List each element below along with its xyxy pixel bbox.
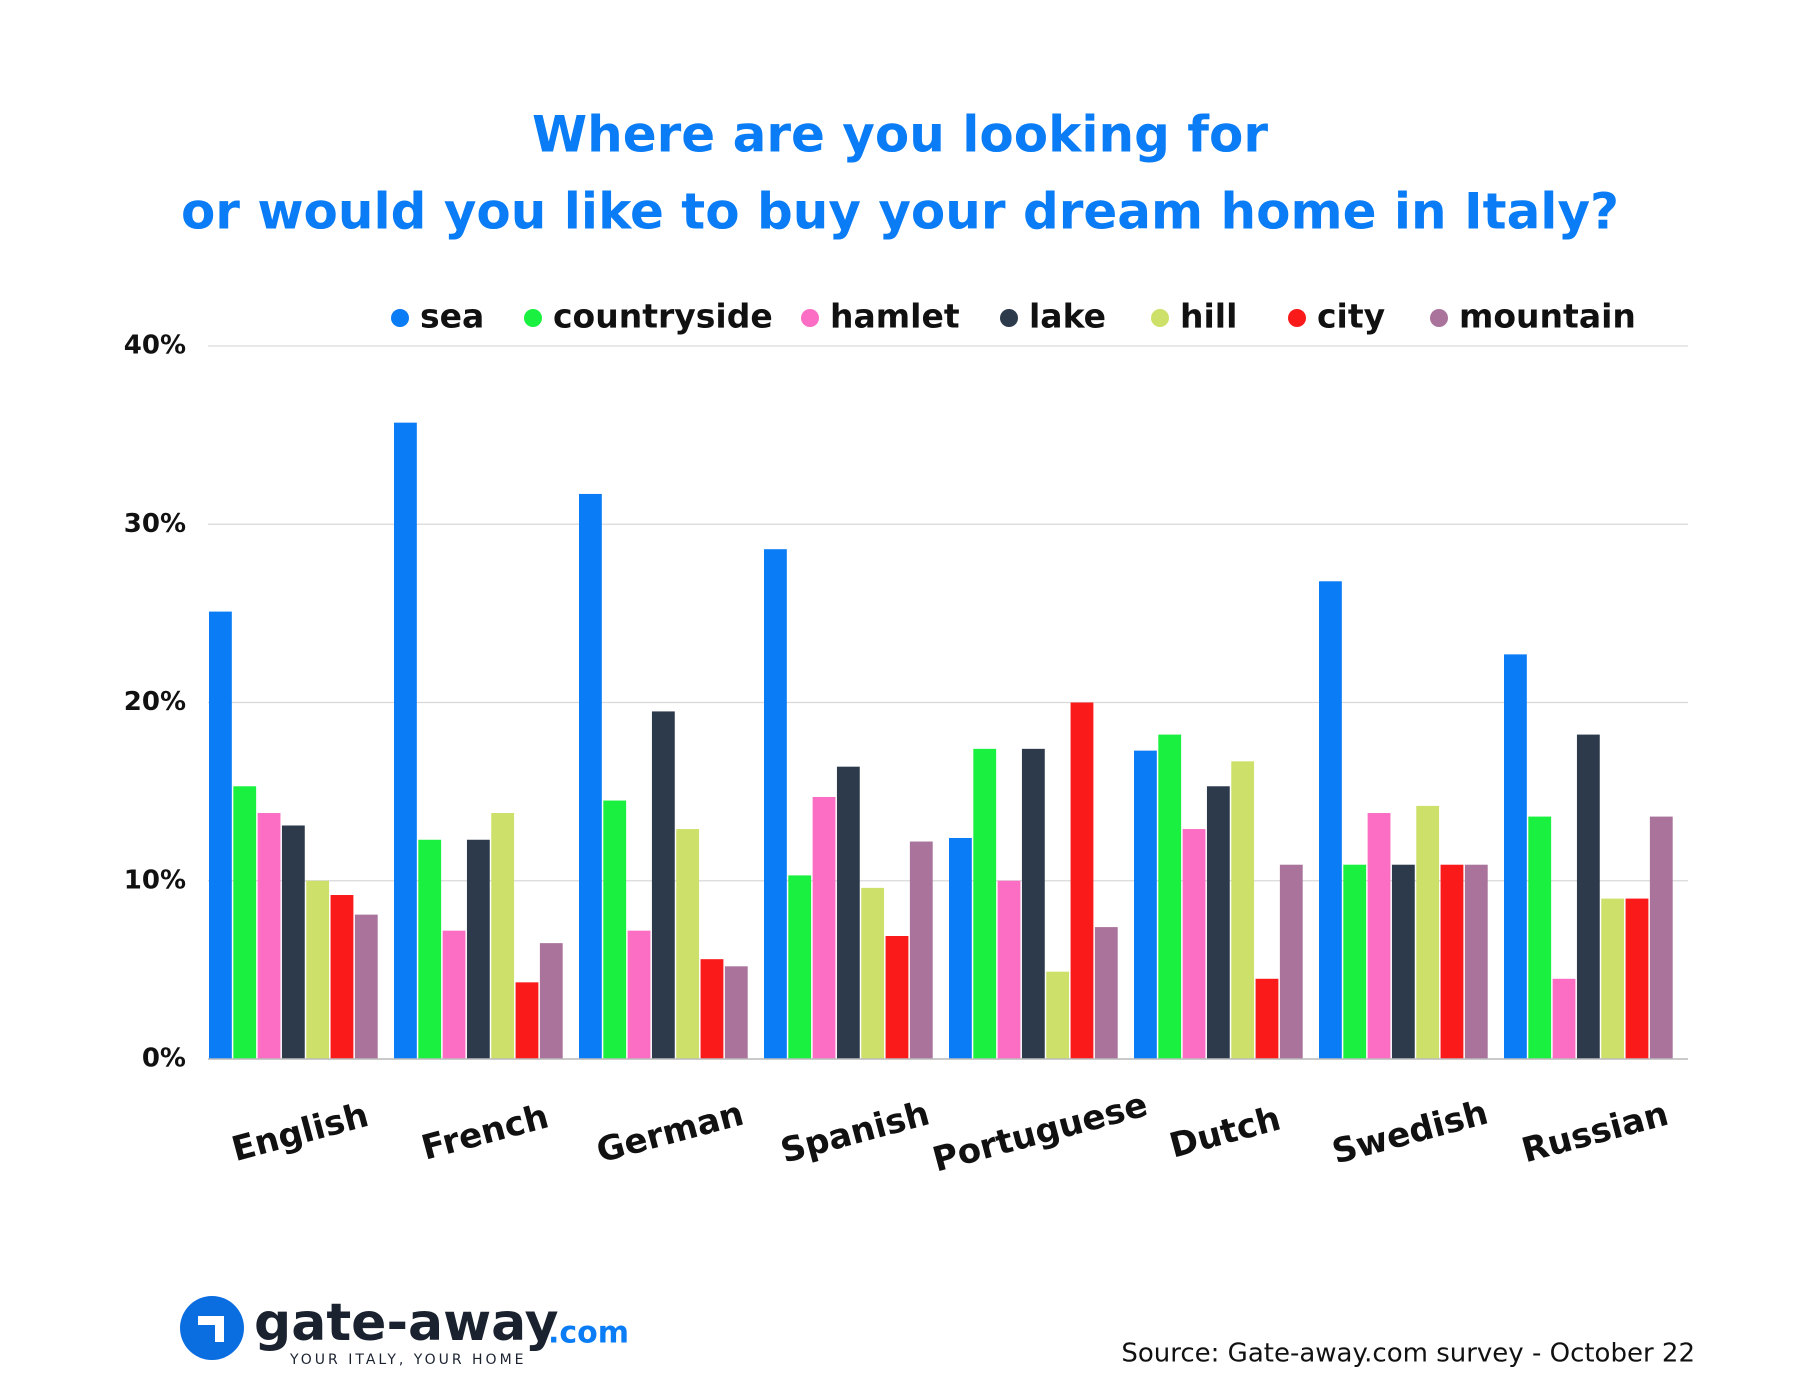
legend-label: lake xyxy=(1029,297,1106,336)
bar xyxy=(330,895,354,1059)
bar xyxy=(257,813,281,1059)
bar xyxy=(1182,829,1206,1059)
bar xyxy=(909,841,933,1059)
bar xyxy=(949,837,972,1059)
bar xyxy=(515,982,539,1059)
legend-swatch xyxy=(801,309,819,327)
legend-swatch xyxy=(524,309,542,327)
bar xyxy=(1391,864,1415,1059)
bar xyxy=(627,930,651,1059)
bar xyxy=(1231,761,1255,1059)
legend-label: mountain xyxy=(1459,297,1636,336)
bar xyxy=(651,711,675,1059)
bar xyxy=(1504,654,1527,1059)
chart-title: Where are you looking for xyxy=(532,106,1268,164)
bar xyxy=(676,829,700,1059)
bar xyxy=(539,943,563,1059)
bar xyxy=(1158,734,1182,1059)
logo: gate-away .com YOUR ITALY, YOUR HOME xyxy=(180,1293,629,1368)
bar xyxy=(1649,816,1673,1059)
bar xyxy=(764,549,787,1059)
y-tick-label: 10% xyxy=(124,865,186,895)
bar xyxy=(306,880,330,1059)
bar xyxy=(233,786,257,1059)
bar xyxy=(394,422,417,1060)
bar xyxy=(885,936,909,1059)
bar xyxy=(1206,786,1230,1059)
bar xyxy=(1601,898,1625,1059)
logo-tagline: YOUR ITALY, YOUR HOME xyxy=(289,1352,527,1368)
bar xyxy=(1134,750,1157,1059)
bar xyxy=(466,839,490,1059)
bar xyxy=(724,966,748,1059)
bar xyxy=(997,880,1021,1059)
bar xyxy=(1625,898,1649,1059)
bar xyxy=(1255,978,1279,1059)
legend-swatch xyxy=(1430,309,1448,327)
y-tick-label: 40% xyxy=(124,331,186,361)
bar xyxy=(788,875,812,1059)
legend-label: hill xyxy=(1180,297,1237,336)
bar xyxy=(1319,581,1342,1059)
legend-label: city xyxy=(1317,297,1385,336)
y-tick-label: 30% xyxy=(124,509,186,539)
legend-label: sea xyxy=(420,297,484,336)
logo-icon xyxy=(180,1296,244,1360)
source: Source: Gate-away.com survey - October 2… xyxy=(1121,1339,1695,1369)
legend-label: hamlet xyxy=(830,297,960,336)
bar xyxy=(1464,864,1488,1059)
bar xyxy=(1367,813,1391,1059)
logo-name: gate-away xyxy=(254,1293,559,1353)
bar xyxy=(418,839,442,1059)
bar xyxy=(861,887,885,1059)
bar xyxy=(812,796,836,1059)
chart-title: or would you like to buy your dream home… xyxy=(181,183,1619,241)
bar xyxy=(1070,702,1094,1059)
y-tick-label: 0% xyxy=(142,1044,186,1074)
bar xyxy=(442,930,466,1059)
bar xyxy=(354,914,378,1059)
bar xyxy=(1416,805,1440,1059)
y-tick-label: 20% xyxy=(124,687,186,717)
bar xyxy=(1094,927,1118,1059)
bar xyxy=(603,800,627,1059)
bar xyxy=(1552,978,1576,1059)
bar xyxy=(700,959,724,1059)
legend-label: countryside xyxy=(553,297,773,336)
bar xyxy=(1343,864,1367,1059)
legend-swatch xyxy=(1000,309,1018,327)
bar xyxy=(1046,971,1070,1059)
logo-icon-mark xyxy=(198,1316,224,1342)
bar xyxy=(1576,734,1600,1059)
bar xyxy=(209,611,232,1059)
logo-domain: .com xyxy=(548,1316,629,1351)
bar xyxy=(1279,864,1303,1059)
legend-swatch xyxy=(391,309,409,327)
bar xyxy=(1440,864,1464,1059)
bar xyxy=(579,493,602,1059)
bar xyxy=(1021,748,1045,1059)
bar xyxy=(973,748,997,1059)
bar xyxy=(836,766,860,1059)
legend-swatch xyxy=(1288,309,1306,327)
bar xyxy=(1528,816,1552,1059)
legend-swatch xyxy=(1151,309,1169,327)
bar xyxy=(491,813,515,1059)
bar xyxy=(281,825,305,1059)
